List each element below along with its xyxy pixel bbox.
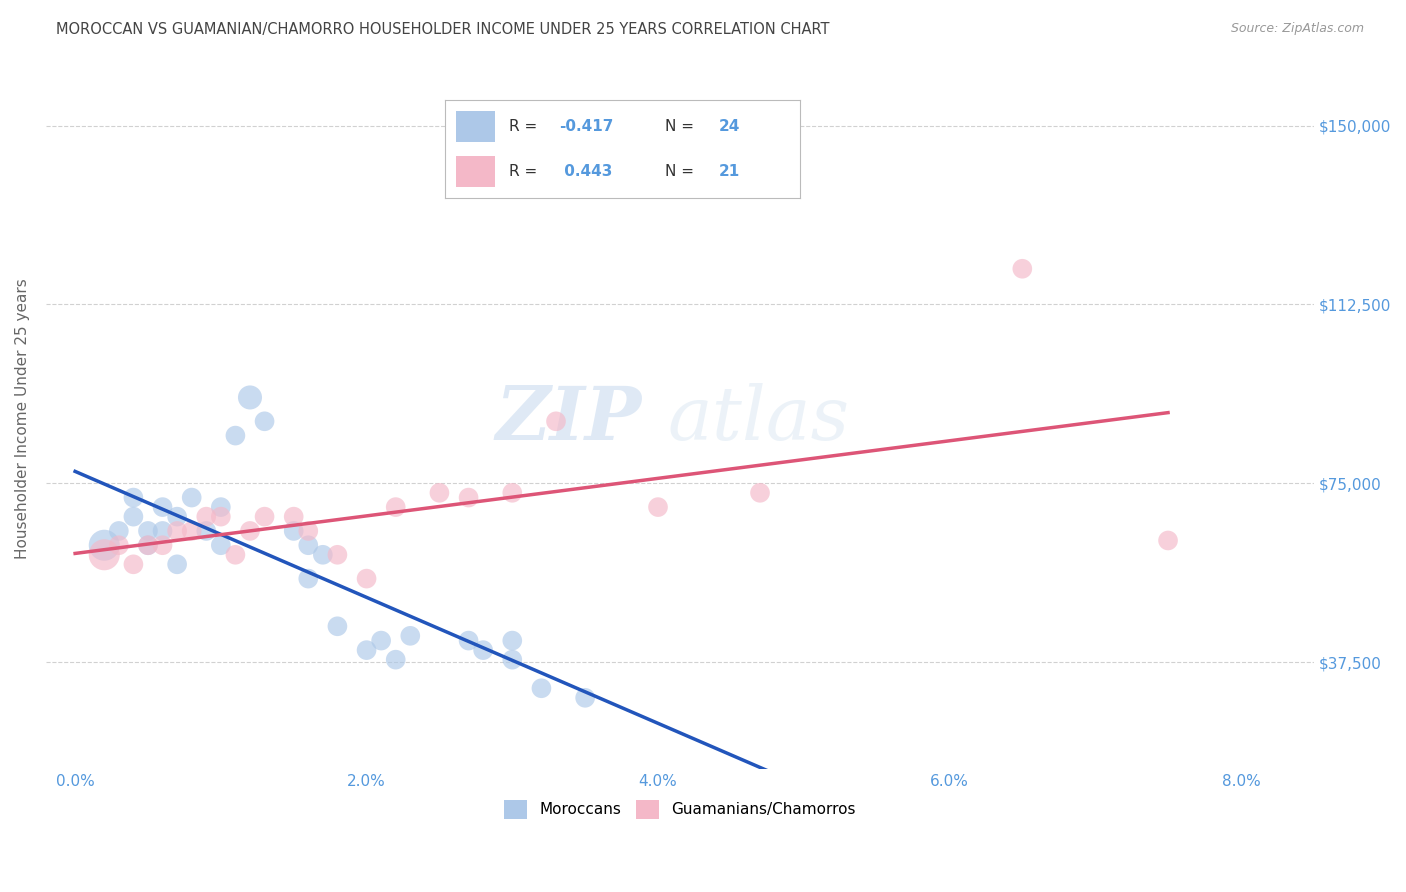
Point	[108, 524, 131, 538]
Text: atlas: atlas	[668, 383, 849, 455]
Point	[297, 524, 319, 538]
Point	[152, 500, 174, 515]
Point	[108, 538, 131, 552]
Point	[209, 509, 232, 524]
Point	[166, 524, 188, 538]
Point	[544, 414, 567, 428]
Point	[574, 690, 596, 705]
Point	[253, 509, 276, 524]
Point	[501, 653, 523, 667]
Point	[209, 500, 232, 515]
Point	[370, 633, 392, 648]
Point	[180, 524, 202, 538]
Text: MOROCCAN VS GUAMANIAN/CHAMORRO HOUSEHOLDER INCOME UNDER 25 YEARS CORRELATION CHA: MOROCCAN VS GUAMANIAN/CHAMORRO HOUSEHOLD…	[56, 22, 830, 37]
Y-axis label: Householder Income Under 25 years: Householder Income Under 25 years	[15, 278, 30, 559]
Point	[457, 491, 479, 505]
Point	[384, 653, 406, 667]
Point	[224, 428, 246, 442]
Point	[749, 485, 772, 500]
Point	[93, 538, 115, 552]
Point	[136, 538, 159, 552]
Point	[647, 786, 669, 800]
Text: ZIP: ZIP	[495, 383, 641, 455]
Point	[195, 509, 218, 524]
Point	[136, 538, 159, 552]
Point	[1157, 533, 1180, 548]
Point	[297, 538, 319, 552]
Point	[647, 500, 669, 515]
Point	[501, 485, 523, 500]
Point	[1011, 261, 1033, 276]
Point	[122, 491, 145, 505]
Point	[93, 548, 115, 562]
Point	[530, 681, 553, 696]
Point	[180, 491, 202, 505]
Point	[312, 548, 335, 562]
Point	[239, 391, 262, 405]
Point	[122, 509, 145, 524]
Point	[239, 524, 262, 538]
Point	[136, 524, 159, 538]
Point	[472, 643, 495, 657]
Point	[152, 524, 174, 538]
Point	[253, 414, 276, 428]
Point	[326, 548, 349, 562]
Point	[209, 538, 232, 552]
Point	[122, 558, 145, 572]
Point	[297, 572, 319, 586]
Point	[195, 524, 218, 538]
Point	[457, 633, 479, 648]
Point	[326, 619, 349, 633]
Text: Source: ZipAtlas.com: Source: ZipAtlas.com	[1230, 22, 1364, 36]
Point	[152, 538, 174, 552]
Point	[938, 810, 960, 824]
Point	[283, 524, 305, 538]
Point	[283, 509, 305, 524]
Point	[384, 500, 406, 515]
Point	[224, 548, 246, 562]
Point	[356, 643, 378, 657]
Point	[429, 485, 451, 500]
Point	[501, 633, 523, 648]
Point	[399, 629, 422, 643]
Point	[356, 572, 378, 586]
Legend: Moroccans, Guamanians/Chamorros: Moroccans, Guamanians/Chamorros	[498, 794, 862, 825]
Point	[166, 509, 188, 524]
Point	[166, 558, 188, 572]
